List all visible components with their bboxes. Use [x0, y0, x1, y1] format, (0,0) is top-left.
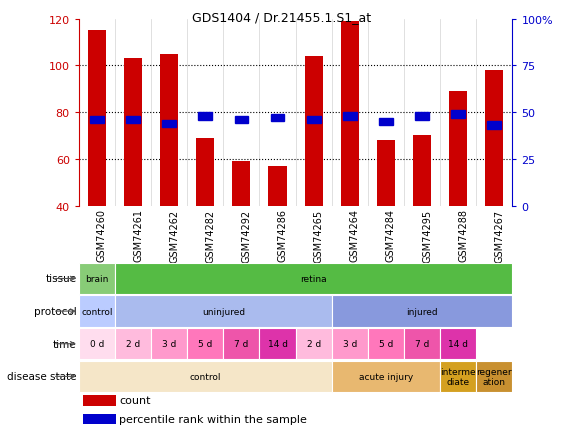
Bar	[271, 115, 284, 122]
Bar	[449, 92, 467, 206]
Text: GSM74284: GSM74284	[386, 209, 396, 262]
Bar	[151, 328, 187, 359]
Text: 14 d: 14 d	[448, 339, 468, 349]
Bar	[404, 328, 440, 359]
Text: 0 d: 0 d	[90, 339, 104, 349]
Text: GSM74292: GSM74292	[242, 209, 252, 262]
Text: 2 d: 2 d	[306, 339, 321, 349]
Bar	[415, 113, 429, 120]
Text: disease state: disease state	[7, 372, 77, 381]
Text: control: control	[190, 372, 221, 381]
Text: 5 d: 5 d	[198, 339, 212, 349]
Text: GSM74288: GSM74288	[458, 209, 468, 262]
Text: GSM74282: GSM74282	[205, 209, 215, 262]
Text: 7 d: 7 d	[234, 339, 249, 349]
Text: GSM74264: GSM74264	[350, 209, 360, 262]
Text: brain: brain	[85, 274, 109, 283]
Bar	[296, 328, 332, 359]
Text: 14 d: 14 d	[267, 339, 288, 349]
Text: GSM74267: GSM74267	[494, 209, 504, 262]
Bar	[269, 167, 287, 206]
Text: acute injury: acute injury	[359, 372, 413, 381]
Bar	[79, 328, 115, 359]
Text: interme
diate: interme diate	[440, 367, 476, 386]
Bar	[368, 328, 404, 359]
Text: GDS1404 / Dr.21455.1.S1_at: GDS1404 / Dr.21455.1.S1_at	[192, 11, 371, 24]
Text: uninjured: uninjured	[202, 307, 245, 316]
Text: GSM74295: GSM74295	[422, 209, 432, 262]
Bar	[476, 361, 512, 392]
Bar	[79, 361, 332, 392]
Bar	[124, 59, 142, 206]
Bar	[196, 138, 215, 206]
Bar	[379, 118, 393, 126]
Bar	[332, 361, 440, 392]
Bar	[187, 328, 224, 359]
Text: 5 d: 5 d	[379, 339, 393, 349]
Text: 3 d: 3 d	[342, 339, 357, 349]
Bar	[307, 117, 320, 124]
Text: GSM74261: GSM74261	[133, 209, 143, 262]
Text: GSM74262: GSM74262	[169, 209, 179, 262]
Bar	[79, 296, 115, 327]
Bar	[83, 414, 115, 424]
Bar	[235, 117, 248, 124]
Bar	[413, 136, 431, 206]
Bar	[233, 162, 251, 206]
Bar	[332, 328, 368, 359]
Text: control: control	[81, 307, 113, 316]
Bar	[332, 296, 512, 327]
Bar	[440, 361, 476, 392]
Bar	[343, 113, 356, 120]
Text: 7 d: 7 d	[415, 339, 429, 349]
Text: time: time	[53, 339, 77, 349]
Text: count: count	[119, 395, 150, 405]
Bar	[90, 117, 104, 124]
Bar	[88, 31, 106, 206]
Bar	[452, 111, 465, 118]
Bar	[440, 328, 476, 359]
Text: 2 d: 2 d	[126, 339, 140, 349]
Text: GSM74265: GSM74265	[314, 209, 324, 262]
Bar	[79, 263, 115, 295]
Bar	[488, 122, 501, 130]
Bar	[305, 57, 323, 206]
Text: percentile rank within the sample: percentile rank within the sample	[119, 414, 307, 424]
Bar	[162, 120, 176, 128]
Bar	[115, 328, 151, 359]
Text: tissue: tissue	[46, 274, 77, 284]
Bar	[83, 395, 115, 406]
Bar	[224, 328, 260, 359]
Text: GSM74286: GSM74286	[278, 209, 288, 262]
Bar	[126, 117, 140, 124]
Bar	[485, 71, 503, 206]
Bar	[198, 113, 212, 120]
Bar	[377, 141, 395, 206]
Bar	[115, 296, 332, 327]
Text: GSM74260: GSM74260	[97, 209, 107, 262]
Bar	[341, 22, 359, 206]
Bar	[160, 55, 178, 206]
Text: protocol: protocol	[34, 306, 77, 316]
Bar	[260, 328, 296, 359]
Text: retina: retina	[300, 274, 327, 283]
Text: regener
ation: regener ation	[476, 367, 512, 386]
Text: injured: injured	[406, 307, 438, 316]
Text: 3 d: 3 d	[162, 339, 176, 349]
